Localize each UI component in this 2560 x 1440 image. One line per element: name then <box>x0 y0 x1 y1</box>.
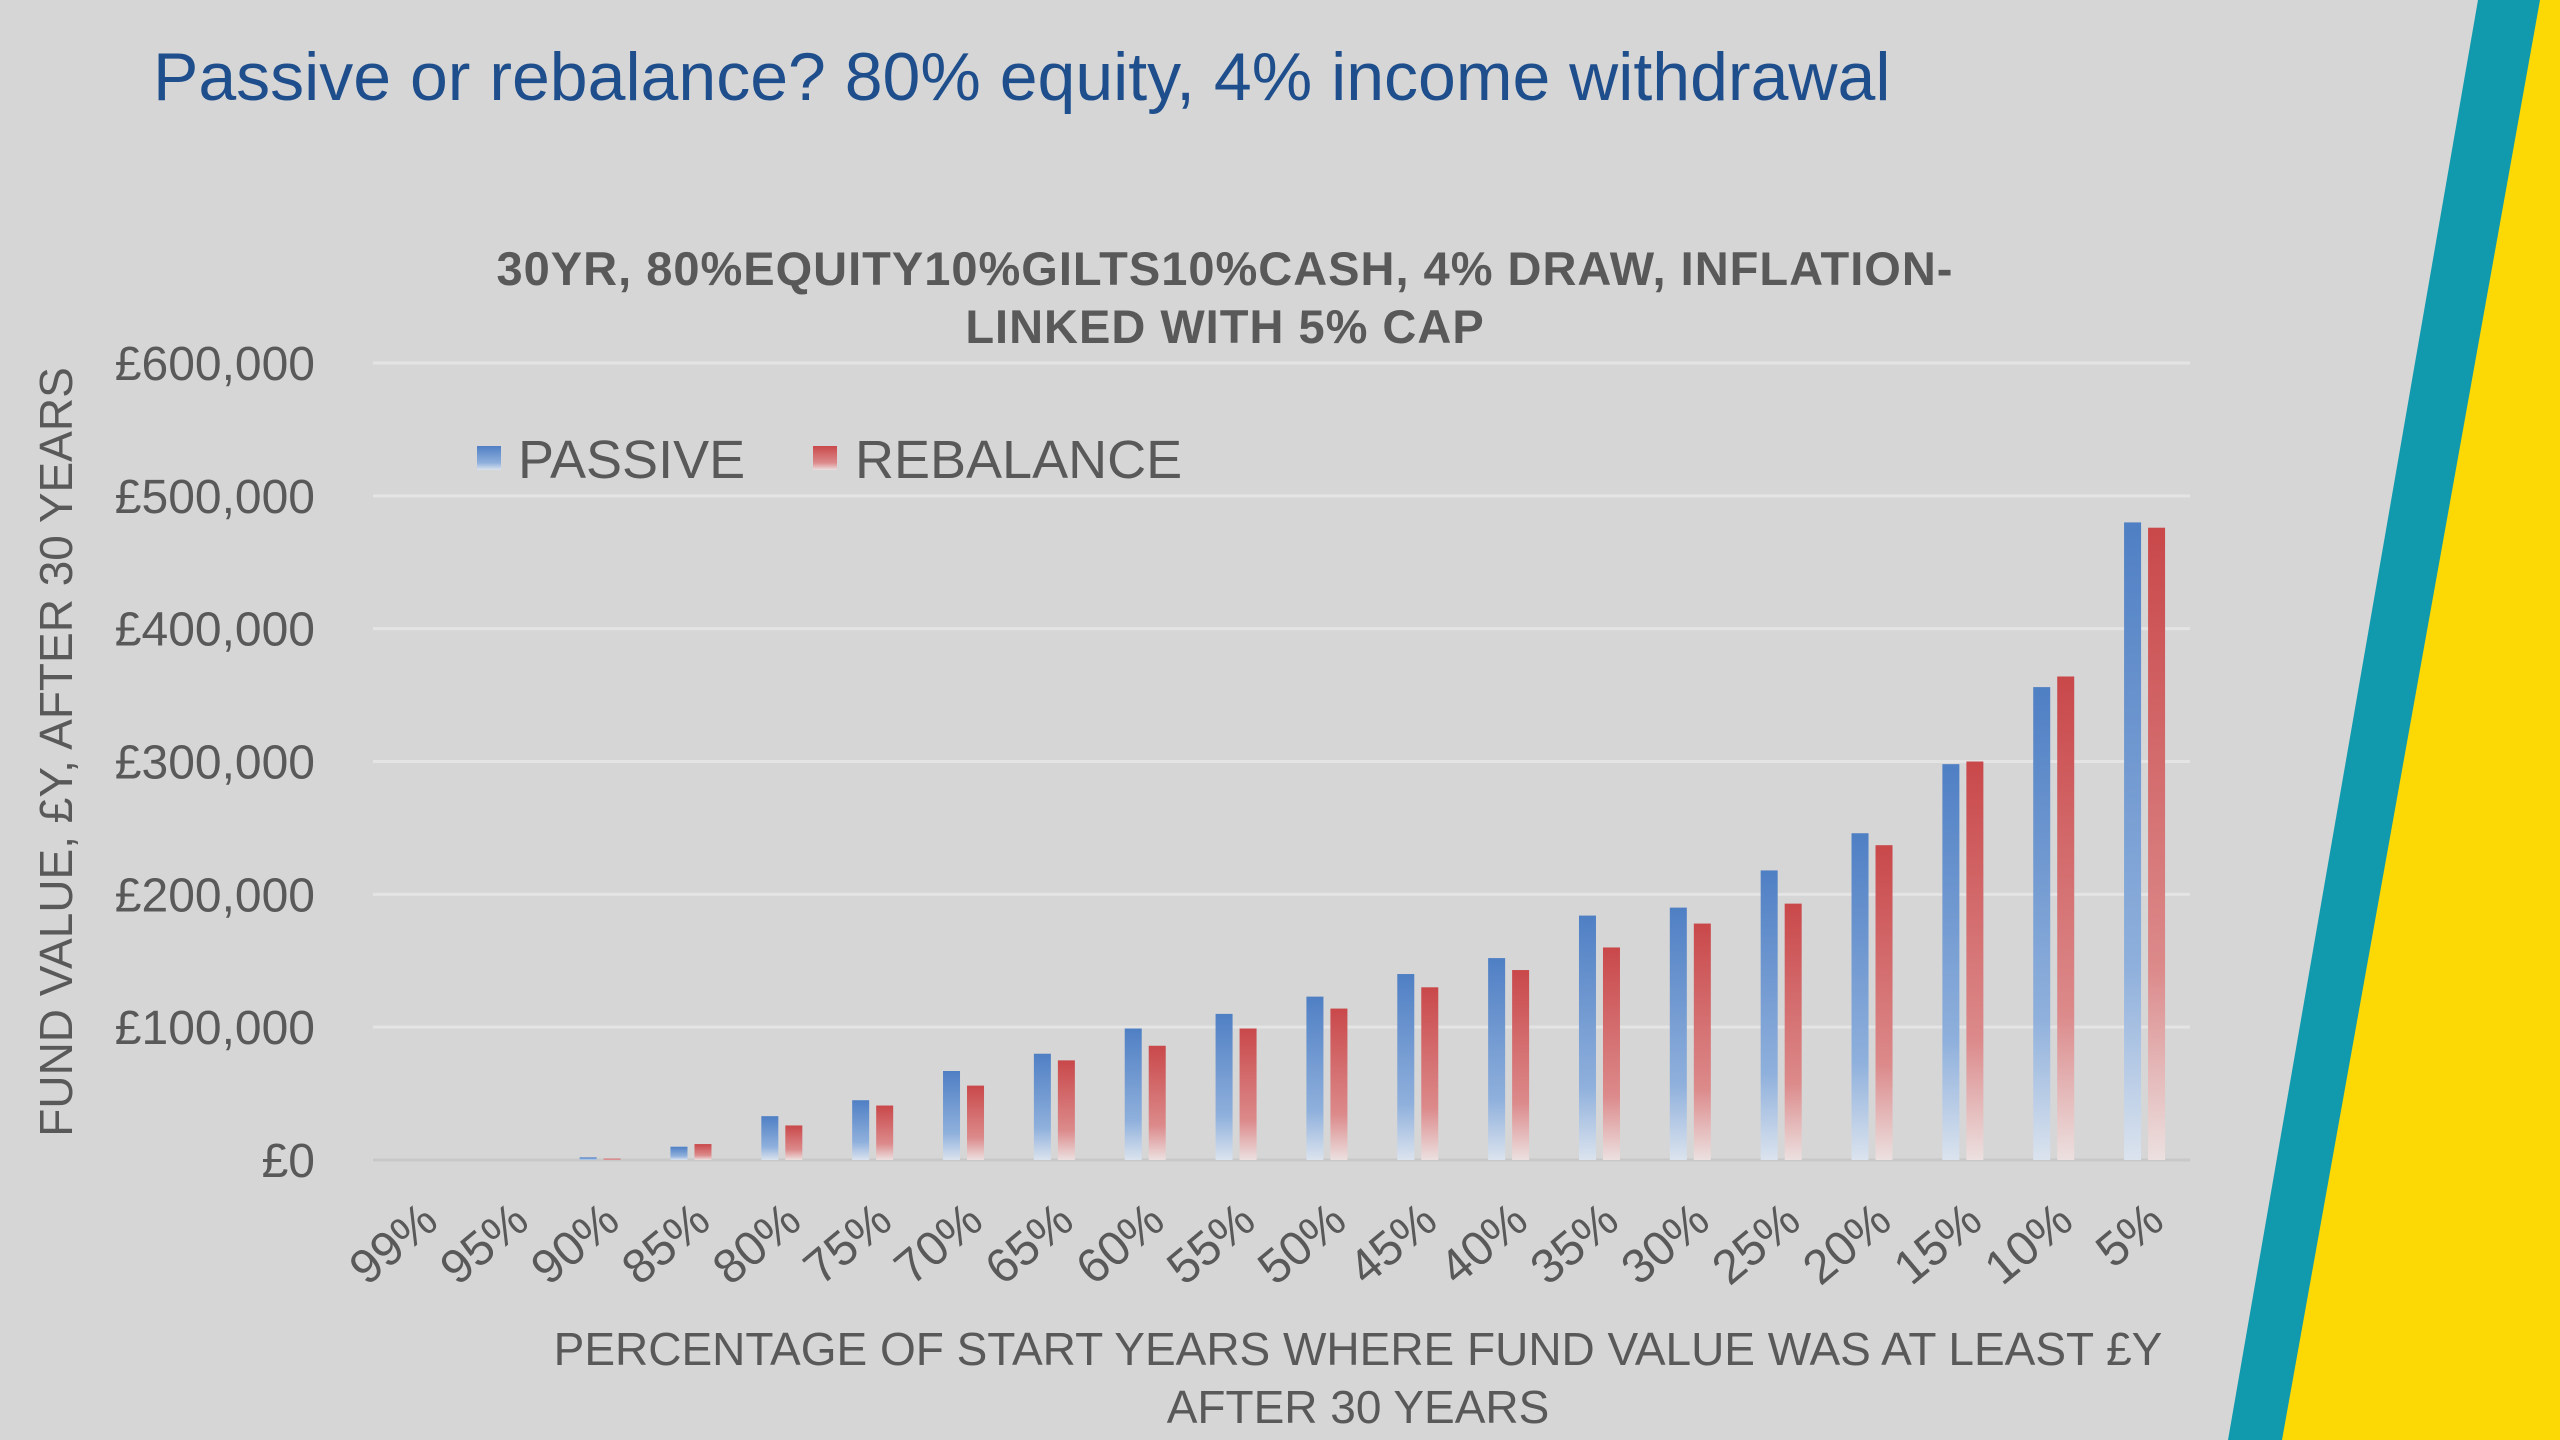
x-tick-label: 60% <box>1067 1193 1175 1295</box>
x-tick-label: 20% <box>1793 1193 1901 1295</box>
bars <box>579 522 2166 1160</box>
x-tick-label: 95% <box>431 1193 539 1295</box>
bar-passive <box>579 1157 597 1160</box>
bar-passive <box>1851 833 1869 1160</box>
x-axis-ticks: 99%95%90%85%80%75%70%65%60%55%50%45%40%3… <box>340 1193 2174 1295</box>
x-tick-label: 99% <box>340 1193 448 1295</box>
bar-passive <box>2124 522 2142 1160</box>
bar-rebalance <box>694 1144 712 1160</box>
x-tick-label: 25% <box>1703 1193 1811 1295</box>
bar-rebalance <box>1693 923 1711 1160</box>
bar-passive <box>1760 870 1778 1160</box>
bar-rebalance <box>1421 987 1439 1160</box>
chart-title-line-2: LINKED WITH 5% CAP <box>965 300 1484 353</box>
x-tick-label: 45% <box>1339 1193 1447 1295</box>
bar-passive <box>852 1100 870 1160</box>
bar-passive <box>943 1071 961 1160</box>
bar-rebalance <box>876 1105 894 1160</box>
x-tick-label: 90% <box>522 1193 630 1295</box>
bar-rebalance <box>1966 761 1984 1160</box>
bar-rebalance <box>1512 970 1530 1160</box>
bar-rebalance <box>967 1085 985 1160</box>
bar-rebalance <box>1148 1045 1166 1160</box>
bar-rebalance <box>1784 903 1802 1160</box>
legend-label-rebalance: REBALANCE <box>855 430 1182 490</box>
bar-rebalance <box>603 1158 621 1160</box>
slide-title: Passive or rebalance? 80% equity, 4% inc… <box>153 39 1891 115</box>
bar-passive <box>1942 764 1960 1160</box>
x-tick-label: 40% <box>1430 1193 1538 1295</box>
bar-rebalance <box>1330 1008 1348 1160</box>
y-tick-label: £600,000 <box>115 338 315 391</box>
legend-swatch-passive <box>477 446 501 470</box>
bar-passive <box>761 1116 779 1160</box>
bar-rebalance <box>1875 845 1893 1160</box>
y-tick-label: £100,000 <box>115 1002 315 1055</box>
bar-passive <box>2033 687 2051 1160</box>
legend-swatch-rebalance <box>813 446 837 470</box>
x-tick-label: 75% <box>794 1193 902 1295</box>
bar-passive <box>1306 996 1324 1160</box>
x-tick-label: 15% <box>1884 1193 1992 1295</box>
bar-passive <box>1488 958 1506 1160</box>
bar-passive <box>1215 1013 1233 1160</box>
y-tick-label: £500,000 <box>115 471 315 524</box>
x-axis-title-line-1: PERCENTAGE OF START YEARS WHERE FUND VAL… <box>554 1323 2163 1375</box>
bar-passive <box>1033 1053 1051 1160</box>
bar-rebalance <box>1057 1060 1075 1160</box>
x-tick-label: 85% <box>612 1193 720 1295</box>
bar-rebalance <box>2148 527 2166 1160</box>
x-axis-title-line-2: AFTER 30 YEARS <box>1167 1381 1550 1433</box>
bar-rebalance <box>785 1125 803 1160</box>
x-tick-label: 5% <box>2086 1193 2173 1278</box>
x-tick-label: 10% <box>1975 1193 2083 1295</box>
x-tick-label: 65% <box>976 1193 1084 1295</box>
bar-passive <box>1669 907 1687 1160</box>
bar-rebalance <box>2057 676 2075 1160</box>
y-tick-label: £0 <box>262 1135 315 1188</box>
bar-passive <box>670 1146 688 1160</box>
x-tick-label: 70% <box>885 1193 993 1295</box>
accent-yellow-stripe <box>2282 0 2560 1440</box>
bar-rebalance <box>1602 947 1620 1160</box>
y-axis-title: FUND VALUE, £Y, AFTER 30 YEARS <box>30 367 82 1137</box>
bar-passive <box>1124 1028 1142 1160</box>
chart-title-line-1: 30YR, 80%EQUITY10%GILTS10%CASH, 4% DRAW,… <box>497 242 1954 295</box>
bar-passive <box>1578 915 1596 1160</box>
y-tick-label: £200,000 <box>115 869 315 922</box>
legend-label-passive: PASSIVE <box>518 430 745 490</box>
x-tick-label: 50% <box>1248 1193 1356 1295</box>
y-tick-label: £400,000 <box>115 604 315 657</box>
legend: PASSIVE REBALANCE <box>477 430 1182 490</box>
y-tick-label: £300,000 <box>115 737 315 790</box>
x-tick-label: 30% <box>1612 1193 1720 1295</box>
y-axis-ticks: £0 £100,000 £200,000 £300,000 £400,000 £500,0… <box>115 338 315 1188</box>
bar-rebalance <box>1239 1028 1257 1160</box>
bar-passive <box>1397 974 1415 1160</box>
x-tick-label: 55% <box>1157 1193 1265 1295</box>
x-tick-label: 80% <box>703 1193 811 1295</box>
x-tick-label: 35% <box>1521 1193 1629 1295</box>
